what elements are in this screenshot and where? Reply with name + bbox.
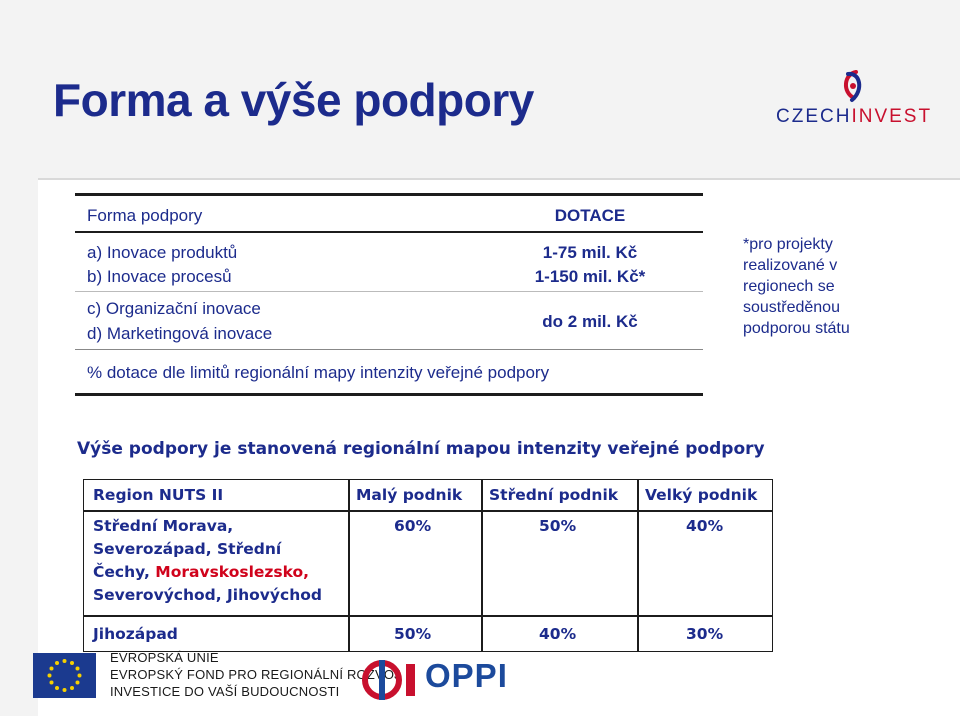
row-a-label: a) Inovace produktů [87,243,238,262]
row-c-label: c) Organizační inovace [87,299,261,318]
row1-large: 40% [686,517,724,535]
col-header-region: Region NUTS II [93,486,224,504]
czechinvest-symbol-icon [844,70,862,102]
page-title: Forma a výše podpory [53,74,534,126]
logo-part-invest: INVEST [851,106,933,127]
intensity-heading: Výše podpory je stanovená regionální map… [77,439,765,459]
header-dotace: DOTACE [554,206,626,225]
col-divider-2 [481,480,483,651]
intensity-table: Region NUTS II Malý podnik Střední podni… [83,479,773,652]
row-cd-value: do 2 mil. Kč [542,312,638,331]
eu-text: Evropská unie Evropský fond pro regionál… [110,649,401,700]
oppi-symbol-icon [362,660,415,700]
region-cechy: Čechy, [93,563,156,581]
left-strip [0,178,38,716]
row2-small: 50% [394,625,432,643]
row1-small: 60% [394,517,432,535]
col-header-small: Malý podnik [356,486,463,504]
eu-stars-icon [47,659,82,692]
intensity-header-rule [84,510,772,512]
row2-large: 30% [686,625,724,643]
eu-line-3: Investice do vaší budoucnosti [110,684,340,699]
row-a-value: 1-75 mil. Kč [542,243,638,262]
eu-flag-icon [33,653,96,698]
row-b-value: 1-150 mil. Kč* [534,267,646,286]
table-footer-note: % dotace dle limitů regionální mapy inte… [87,363,550,382]
table-top-rule [75,193,703,196]
table-body-rule [75,349,703,350]
row2-medium: 40% [539,625,577,643]
header-divider [0,178,960,180]
eu-line-2: Evropský fond pro regionální rozvoj [110,667,401,682]
intensity-row-rule [84,615,772,617]
col-header-large: Velký podnik [645,486,758,504]
region-moravskoslezsko: Moravskoslezsko, [155,563,310,581]
region-line-2: Severozápad, Střední [93,540,282,558]
col-header-medium: Střední podnik [489,486,619,504]
col-divider-1 [348,480,350,651]
czechinvest-wordmark: CZECHINVEST [776,106,932,128]
region-jihozapad: Jihozápad [93,625,178,643]
logo-part-czech: CZECH [776,106,852,127]
oppi-wordmark: OPPI [425,657,508,694]
table-header-rule [75,231,703,233]
footer: Evropská unie Evropský fond pro regionál… [0,648,960,716]
col-divider-3 [637,480,639,651]
row1-medium: 50% [539,517,577,535]
row-divider [75,291,703,292]
region-line-1: Střední Morava, [93,517,234,535]
table-bottom-rule [75,393,703,396]
czechinvest-logo: CZECHINVEST [776,66,930,130]
eu-line-1: Evropská unie [110,650,219,665]
row-b-label: b) Inovace procesů [87,267,232,286]
row-d-label: d) Marketingová inovace [87,324,273,343]
header-form: Forma podpory [87,206,203,225]
header-band [0,0,960,178]
asterisk-note: *pro projekty realizované v regionech se… [743,236,850,337]
region-line-3: Čechy, Moravskoslezsko, [93,563,309,581]
region-line-4: Severovýchod, Jihovýchod [93,586,322,604]
